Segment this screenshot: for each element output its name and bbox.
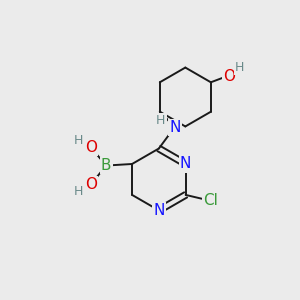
Text: H: H bbox=[156, 114, 166, 127]
Text: N: N bbox=[169, 120, 181, 135]
Text: N: N bbox=[180, 157, 191, 172]
Text: N: N bbox=[153, 203, 164, 218]
Text: Cl: Cl bbox=[203, 193, 218, 208]
Text: B: B bbox=[101, 158, 111, 173]
Text: H: H bbox=[74, 134, 83, 147]
Text: H: H bbox=[235, 61, 244, 74]
Text: O: O bbox=[223, 69, 235, 84]
Text: O: O bbox=[85, 140, 97, 155]
Text: O: O bbox=[85, 177, 97, 192]
Text: H: H bbox=[74, 184, 83, 198]
